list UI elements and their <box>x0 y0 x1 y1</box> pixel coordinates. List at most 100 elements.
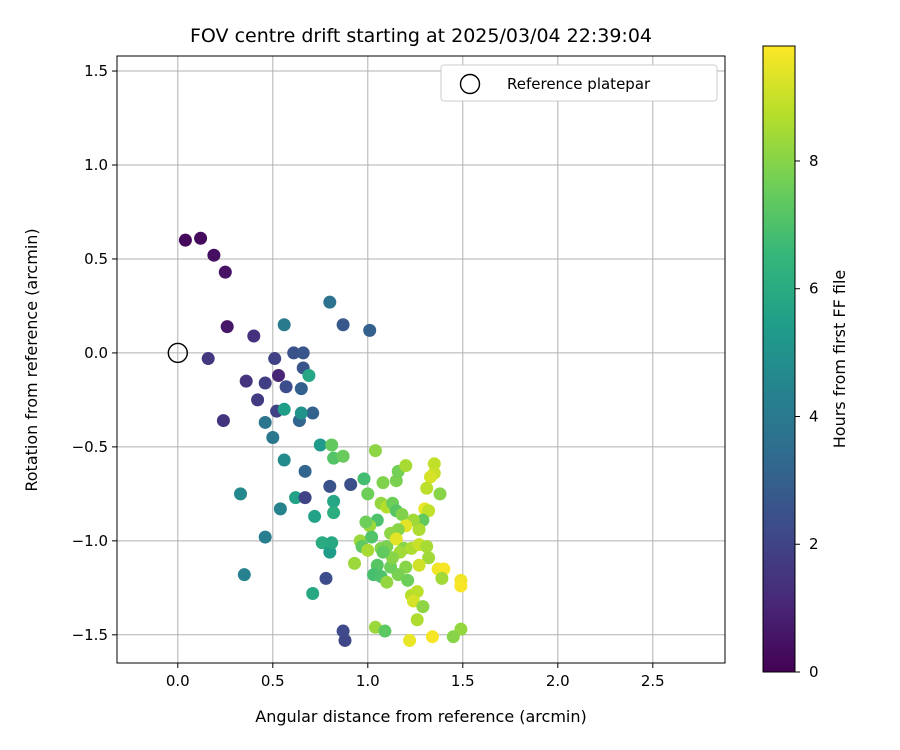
x-tick-label: 2.0 <box>546 672 570 690</box>
data-point <box>422 551 436 565</box>
data-point <box>207 248 221 262</box>
data-point <box>323 479 337 493</box>
data-point <box>359 515 373 529</box>
data-points <box>178 231 468 647</box>
data-point <box>306 406 320 420</box>
colorbar: 0 2 4 6 8 Hours from first FF file <box>762 45 849 681</box>
colorbar-tick-label: 8 <box>809 152 819 170</box>
data-point <box>406 594 420 608</box>
grid-lines <box>117 56 725 663</box>
data-point <box>378 624 392 638</box>
data-point <box>237 568 251 582</box>
data-point <box>376 545 390 559</box>
data-point <box>277 318 291 332</box>
colorbar-label: Hours from first FF file <box>830 270 849 449</box>
data-point <box>239 374 253 388</box>
legend-box <box>440 64 718 102</box>
data-point <box>294 382 308 396</box>
data-point <box>298 464 312 478</box>
data-point <box>412 523 426 537</box>
colorbar-tick-label: 2 <box>809 535 819 553</box>
data-point <box>338 633 352 647</box>
data-point <box>327 494 341 508</box>
y-tick-label: −1.0 <box>72 532 108 550</box>
data-point <box>325 536 339 550</box>
data-point <box>279 380 293 394</box>
data-point <box>327 506 341 520</box>
data-point <box>325 438 339 452</box>
y-tick-label: 0.0 <box>84 344 108 362</box>
data-point <box>266 430 280 444</box>
data-point <box>424 470 437 484</box>
data-point <box>272 368 285 382</box>
data-point <box>277 402 291 416</box>
y-tick-label: −1.5 <box>72 626 108 644</box>
data-point <box>433 487 447 501</box>
data-point <box>273 502 287 516</box>
legend-label: Reference platepar <box>507 75 651 93</box>
data-point <box>294 406 308 420</box>
y-axis-ticks: 1.5 1.0 0.5 0.0 −0.5 −1.0 −1.5 <box>72 62 117 644</box>
data-point <box>258 530 272 544</box>
x-tick-label: 0.0 <box>166 672 190 690</box>
data-point <box>425 630 439 644</box>
data-point <box>420 481 434 495</box>
data-point <box>363 323 377 337</box>
data-point <box>435 571 449 585</box>
chart-title: FOV centre drift starting at 2025/03/04 … <box>190 25 652 47</box>
data-point <box>368 444 382 458</box>
colorbar-tick-label: 0 <box>809 663 819 681</box>
data-point <box>412 558 426 572</box>
data-point <box>403 633 417 647</box>
data-point <box>386 551 399 565</box>
data-point <box>277 453 291 467</box>
data-point <box>365 530 379 544</box>
data-point <box>258 376 272 390</box>
data-point <box>298 491 312 505</box>
plot-frame <box>116 55 726 664</box>
data-point <box>401 573 415 587</box>
data-point <box>296 346 310 360</box>
data-point <box>287 346 301 360</box>
data-point <box>289 491 303 505</box>
data-point <box>336 318 350 332</box>
data-point <box>389 532 403 546</box>
data-point <box>308 509 322 523</box>
data-point <box>247 329 261 343</box>
reference-platepar-marker <box>167 342 189 364</box>
colorbar-fill <box>763 46 795 672</box>
data-point <box>313 438 327 452</box>
data-point <box>302 368 316 382</box>
data-point <box>258 415 272 429</box>
data-point <box>380 575 394 589</box>
data-point <box>178 233 192 247</box>
data-point <box>268 352 282 366</box>
data-point <box>218 265 232 279</box>
y-tick-label: 1.5 <box>84 62 108 80</box>
data-point <box>323 295 337 309</box>
colorbar-tick-label: 4 <box>809 407 819 425</box>
data-point <box>251 393 265 407</box>
data-point <box>395 508 409 522</box>
data-point <box>216 414 230 428</box>
data-point <box>420 539 434 553</box>
data-point <box>427 457 441 471</box>
data-point <box>344 477 358 491</box>
data-point <box>416 600 430 614</box>
data-point <box>194 231 208 245</box>
legend: Reference platepar <box>440 64 718 102</box>
data-point <box>446 630 460 644</box>
data-point <box>422 504 436 518</box>
data-point <box>306 586 320 600</box>
colorbar-tick-label: 6 <box>809 280 819 298</box>
y-tick-label: −0.5 <box>72 438 108 456</box>
data-point <box>361 487 375 501</box>
data-point <box>315 536 329 550</box>
y-tick-label: 1.0 <box>84 156 108 174</box>
y-tick-label: 0.5 <box>84 250 108 268</box>
y-axis-label: Rotation from reference (arcmin) <box>22 228 41 491</box>
x-tick-label: 0.5 <box>261 672 285 690</box>
data-point <box>357 472 371 486</box>
x-tick-label: 2.5 <box>641 672 665 690</box>
